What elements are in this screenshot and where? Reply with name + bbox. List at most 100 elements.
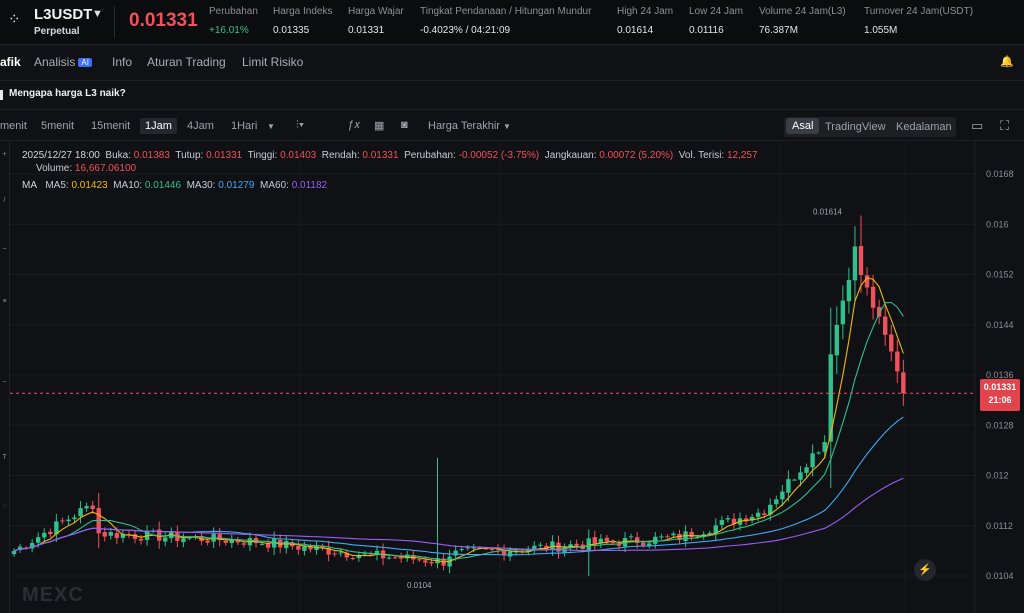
- ai-badge: AI: [78, 58, 92, 67]
- candle-body: [332, 553, 337, 555]
- stat-value: +16.01%: [209, 25, 249, 36]
- candle-type-icon[interactable]: ⫶▾: [296, 119, 305, 131]
- candle-body: [641, 542, 646, 546]
- candle-body: [181, 538, 186, 543]
- y-tick-label: 0.012: [986, 471, 1009, 481]
- candle-body: [816, 452, 821, 454]
- candle-body: [598, 538, 604, 544]
- timeframe-15min[interactable]: 15menit: [91, 120, 131, 132]
- candle-body: [755, 512, 761, 517]
- candle-body: [326, 547, 331, 555]
- legend-range: 0.00072 (5.20%): [599, 150, 674, 161]
- window-icon[interactable]: ▭: [971, 118, 984, 133]
- candle-body: [604, 537, 610, 542]
- contract-type: Perpetual: [34, 26, 80, 37]
- candle-body: [864, 275, 870, 288]
- chevron-down-icon[interactable]: ▼: [92, 8, 103, 20]
- y-tick-label: 0.0112: [986, 521, 1013, 531]
- legend-range-label: Jangkauan:: [544, 150, 597, 161]
- flash-trade-icon[interactable]: ⚡: [914, 559, 936, 581]
- candle-body: [634, 537, 640, 544]
- candle-body: [489, 548, 495, 550]
- candle-body: [749, 516, 755, 521]
- indicator-icon[interactable]: ƒ𝑥: [348, 119, 361, 131]
- timeframe-5min[interactable]: 5menit: [41, 120, 75, 132]
- view-original[interactable]: Asal: [786, 118, 820, 134]
- tab-chart[interactable]: afik: [0, 55, 21, 69]
- text-icon[interactable]: T: [2, 454, 7, 461]
- drawing-toolbar: + / − ≡ ~ T ◌: [0, 141, 10, 613]
- fullscreen-icon[interactable]: ⛶: [1000, 118, 1010, 133]
- candle-body: [138, 538, 144, 541]
- tab-analysis[interactable]: Analisis AI: [34, 55, 92, 69]
- symbol-name[interactable]: L3USDT: [34, 6, 93, 23]
- news-banner[interactable]: Mengapa harga L3 naik?: [0, 80, 1024, 110]
- candle-body: [592, 537, 597, 544]
- chevron-down-icon[interactable]: ▼: [267, 122, 275, 131]
- candle-body: [538, 544, 543, 546]
- candle-body: [586, 538, 591, 551]
- candle-body: [858, 245, 864, 276]
- timeframe-4h[interactable]: 4Jam: [187, 120, 214, 132]
- banner-marker: [0, 90, 3, 100]
- bell-icon[interactable]: 🔔: [1000, 56, 1014, 68]
- candle-body: [399, 556, 404, 559]
- stat-value: 0.01335: [273, 25, 310, 36]
- candle-body: [901, 372, 906, 394]
- price-chart[interactable]: 0.0168 0.016 0.0152 0.0144 0.0136 0.0128 0.012…: [0, 141, 1024, 613]
- candle-body: [550, 541, 555, 550]
- trendline-icon[interactable]: /: [3, 197, 6, 204]
- stat-change: Perubahan +16.01%: [209, 6, 258, 36]
- price-source-label: Harga Terakhir: [428, 120, 500, 132]
- tab-risk-limit[interactable]: Limit Risiko: [242, 55, 304, 69]
- stat-value: 0.01116: [689, 25, 724, 36]
- candle-body: [320, 546, 325, 549]
- y-tick-label: 0.0128: [986, 420, 1014, 430]
- stat-label: Volume 24 Jam(L3): [759, 6, 846, 17]
- legend-ma10: 0.01446: [144, 180, 182, 191]
- candle-body: [350, 558, 355, 560]
- camera-icon[interactable]: ◙: [401, 119, 408, 131]
- candle-body: [169, 531, 174, 539]
- candle-body: [48, 531, 53, 535]
- candle-body: [120, 533, 126, 538]
- candle-body: [374, 550, 380, 555]
- candle-body: [870, 286, 876, 308]
- brush-icon[interactable]: ~: [2, 379, 7, 386]
- candle-body: [713, 525, 718, 534]
- tab-info[interactable]: Info: [112, 55, 133, 69]
- stat-label: Perubahan: [209, 6, 258, 17]
- timeframe-1d[interactable]: 1Hari: [231, 120, 258, 132]
- layout-grid-icon[interactable]: ▦: [374, 120, 385, 132]
- candle-body: [229, 539, 234, 544]
- fib-icon[interactable]: ≡: [2, 298, 7, 305]
- watermark-logo: MEXC: [22, 584, 84, 606]
- candle-body: [719, 520, 725, 525]
- stat-value: 0.01614: [617, 25, 654, 36]
- candle-body: [622, 537, 628, 547]
- chart-view-toggle: Asal TradingView Kedalaman: [784, 117, 956, 137]
- view-tradingview[interactable]: TradingView: [825, 121, 886, 133]
- candle-body: [822, 442, 827, 452]
- timeframe-1min[interactable]: menit: [0, 120, 27, 132]
- timeframe-1h[interactable]: 1Jam: [140, 118, 177, 134]
- candle-body: [108, 531, 113, 536]
- legend-datetime: 2025/12/27 18:00: [22, 150, 100, 161]
- candle-body: [259, 543, 265, 545]
- legend-ma30-label: MA30:: [186, 180, 216, 191]
- legend-high-label: Tinggi:: [247, 150, 278, 161]
- candle-body: [840, 300, 846, 325]
- ticker-header: ⁘ L3USDT ▼ Perpetual 0.01331 Perubahan +…: [0, 0, 1024, 45]
- crosshair-icon[interactable]: +: [2, 151, 7, 158]
- candle-body: [544, 545, 549, 550]
- candle-body: [163, 537, 168, 542]
- candle-body: [459, 549, 464, 551]
- tab-trading-rules[interactable]: Aturan Trading: [147, 55, 226, 69]
- candle-body: [774, 499, 779, 505]
- view-depth[interactable]: Kedalaman: [896, 121, 952, 133]
- price-source-select[interactable]: Harga Terakhir ▼: [428, 120, 511, 132]
- candle-body: [386, 557, 392, 559]
- hline-icon[interactable]: −: [2, 246, 7, 253]
- lock-icon[interactable]: ◌: [2, 503, 7, 510]
- y-tick-label: 0.0104: [986, 571, 1014, 581]
